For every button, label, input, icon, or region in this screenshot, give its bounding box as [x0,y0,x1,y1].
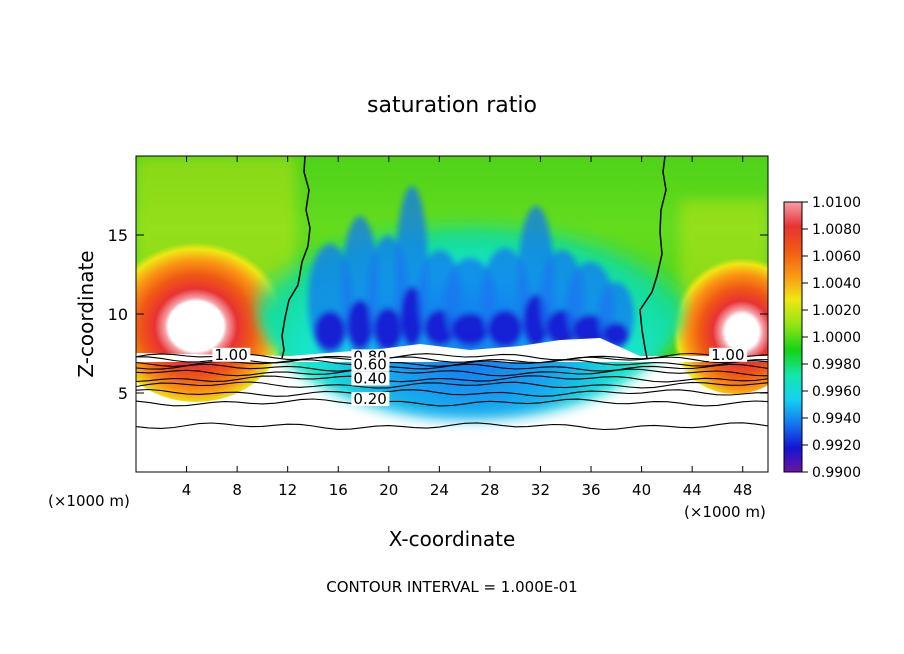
contour-line [136,363,768,372]
contour-label-bg [351,357,390,372]
contour-lines [136,352,768,431]
subsaturation-core-deep [488,310,522,347]
colorbar-labels: 1.0100 1.0080 1.0060 1.0040 1.0020 1.0000 0.99… [802,195,861,481]
plot-area: 1.00 0.800.600.400.201.00 [136,156,768,472]
contour-label-bg [212,347,251,362]
y-tick-label: 15 [108,226,128,245]
isoline-1-left [281,156,311,359]
cloud-base-band [136,338,768,362]
subsaturation-core-deep [400,286,424,346]
colorbar [784,202,802,472]
x-tick-label: 16 [329,481,348,499]
x-tick-label: 28 [480,481,499,499]
x-tick-label: 32 [531,481,550,499]
subsaturation-core-deep [603,322,629,347]
colorbar-label: 1.0040 [812,276,861,292]
contour-line [136,375,768,383]
y-axis: 5 10 15 [108,226,768,403]
contour-label: 0.40 [353,370,386,388]
colorbar-label: 1.0080 [812,222,861,238]
subsaturation-core-deep [347,300,373,349]
x-tick-label: 20 [379,481,398,499]
colorbar-label: 1.0060 [812,249,861,265]
x-tick-label: 36 [581,481,600,499]
contour-line [136,422,768,431]
contour-interval-note: CONTOUR INTERVAL = 1.000E-01 [326,578,577,596]
contour-label: 1.00 [214,346,247,364]
y-tick-label: 5 [118,384,128,403]
contour-label-bg [351,371,390,386]
subsaturation-core-deep [374,308,402,350]
x-tick-label: 48 [733,481,752,499]
x-axis-label: X-coordinate [389,527,516,551]
colorbar-label: 0.9980 [812,357,861,373]
contour-line [136,388,768,397]
x-tick-label: 8 [232,481,242,499]
x-tick-label: 44 [683,481,702,499]
colorbar-label: 0.9920 [812,438,861,454]
subsaturation-core-deep [451,313,489,346]
colorbar-label: 0.9900 [812,465,861,481]
colorbar-label: 1.0000 [812,330,861,346]
x-axis: 4 8 12 16 20 24 28 32 36 40 44 48 [182,156,752,499]
contour-label-bg [709,347,748,362]
contour-label: 1.00 [711,346,744,364]
colorbar-label: 0.9960 [812,384,861,400]
isoline-1-right [639,156,667,359]
chart-title: saturation ratio [367,93,537,118]
contour-line [136,398,768,407]
contour-label: 0.60 [353,355,386,373]
contour-label-bg [351,392,390,407]
contour-label: 0.20 [353,390,386,408]
y-axis-label: Z-coordinate [74,250,98,377]
contour-labels: 1.00 0.800.600.400.201.00 [212,346,748,408]
x-tick-label: 4 [182,481,192,499]
subsaturation-core-deep [314,311,346,351]
x-tick-label: 12 [278,481,297,499]
contour-line [136,381,768,389]
x-units-right: (×1000 m) [684,503,766,521]
subsaturation-cores [308,186,634,356]
y-tick-label: 10 [108,305,128,324]
colorbar-label: 1.0100 [812,195,861,211]
x-tick-label: 40 [632,481,651,499]
x-units-left: (×1000 m) [48,492,130,510]
contour-line [136,368,768,377]
colorbar-label: 0.9940 [812,411,861,427]
x-tick-label: 24 [430,481,449,499]
colorbar-label: 1.0020 [812,303,861,319]
